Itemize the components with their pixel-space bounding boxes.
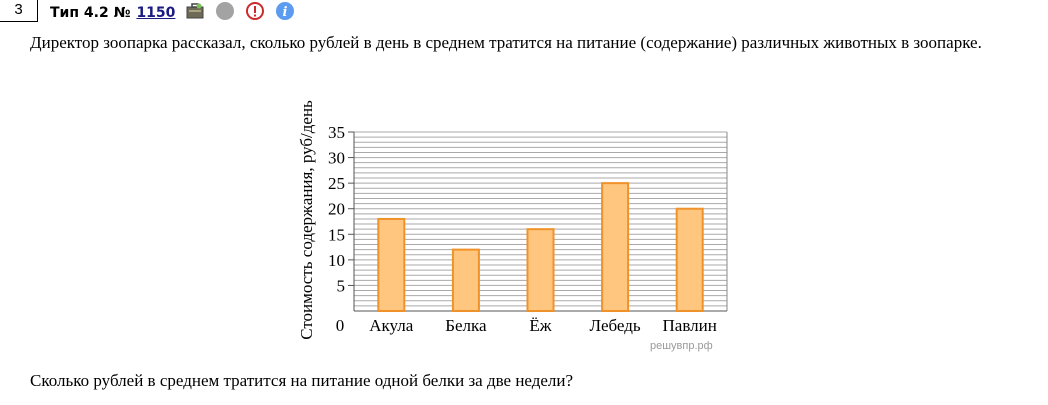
y-tick-label: 35 xyxy=(328,123,345,142)
bar-3 xyxy=(526,228,555,313)
x-tick-label: Лебедь xyxy=(590,316,641,335)
info-icon[interactable]: i xyxy=(275,1,295,25)
x-tick-label: Акула xyxy=(369,316,414,335)
y-tick-label: 30 xyxy=(328,149,345,168)
y-tick-label: 25 xyxy=(328,174,345,193)
grey-circle-icon[interactable] xyxy=(215,1,235,25)
y-tick-label: 10 xyxy=(328,251,345,270)
zero-label: 0 xyxy=(336,316,345,335)
y-tick-label: 5 xyxy=(337,276,346,295)
x-tick-label: Белка xyxy=(445,316,487,335)
bar-2 xyxy=(451,248,480,312)
warning-icon[interactable] xyxy=(245,1,265,25)
question-text: Сколько рублей в среднем тратится на пит… xyxy=(30,371,574,390)
y-tick-label: 20 xyxy=(328,200,345,219)
bar-1 xyxy=(377,217,406,312)
bar-chart: 5 10 15 20 25 30 35 0 Акула Белка Ёж Лебедь Павлин Ст… xyxy=(297,100,728,340)
briefcase-icon[interactable] xyxy=(185,1,205,25)
bar-4 xyxy=(601,182,630,312)
svg-text:i: i xyxy=(283,5,288,20)
bar-5 xyxy=(675,207,704,312)
task-number: 3 xyxy=(0,0,38,22)
task-id-link[interactable]: 1150 xyxy=(136,5,176,21)
y-axis-label: Стоимость содержания, руб/день xyxy=(297,100,316,340)
task-header: Тип 4.2 № 1150 i xyxy=(50,2,295,24)
watermark: решувпр.рф xyxy=(650,340,713,352)
y-tick-label: 15 xyxy=(328,225,345,244)
intro-text: Директор зоопарка рассказал, сколько руб… xyxy=(30,33,982,52)
x-tick-label: Ёж xyxy=(529,316,551,335)
task-type-label: Тип 4.2 № xyxy=(50,5,131,21)
x-tick-label: Павлин xyxy=(663,316,717,335)
